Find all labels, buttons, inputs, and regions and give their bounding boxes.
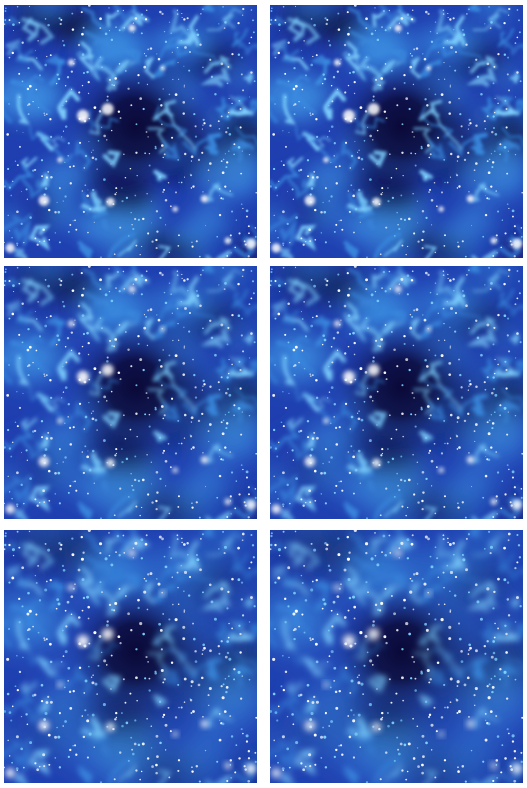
central-void [4, 266, 257, 519]
filaments [4, 5, 257, 258]
panel-2-density-map [270, 5, 523, 258]
density-map-svg [4, 530, 257, 783]
density-map-svg [4, 5, 257, 258]
panel-3-density-map [4, 266, 257, 519]
density-map-svg [4, 266, 257, 519]
density-map-svg [270, 266, 523, 519]
particles [4, 530, 257, 783]
central-void [270, 530, 523, 783]
central-void [270, 5, 523, 258]
panel-5-density-map [4, 530, 257, 783]
panel-6-density-map [270, 530, 523, 783]
central-void [4, 530, 257, 783]
particles [270, 266, 523, 519]
central-void [270, 266, 523, 519]
filaments [270, 530, 523, 783]
density-map-svg [270, 5, 523, 258]
central-void [4, 5, 257, 258]
panel-1-density-map [4, 5, 257, 258]
filaments [4, 530, 257, 783]
density-map-svg [270, 530, 523, 783]
particles [270, 5, 523, 258]
particles [4, 266, 257, 519]
panel-4-density-map [270, 266, 523, 519]
particles [4, 5, 257, 258]
particles [270, 530, 523, 783]
